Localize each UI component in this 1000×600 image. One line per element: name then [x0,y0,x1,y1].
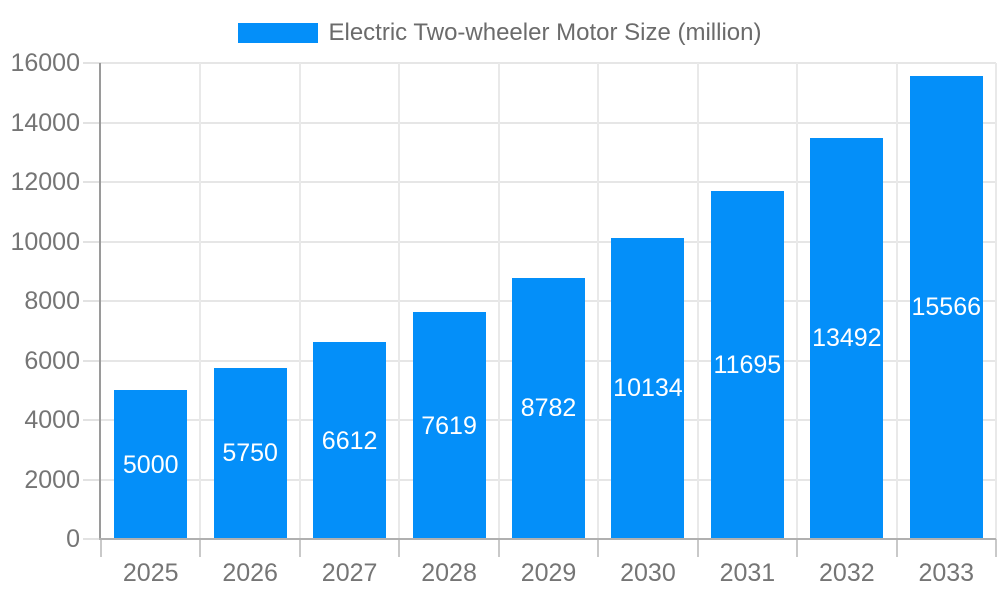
y-axis-tick [83,121,101,124]
x-axis-tick-label: 2029 [520,559,577,587]
x-axis-tick [100,539,102,557]
x-axis-tick-label: 2031 [719,559,776,587]
y-axis-tick [83,300,101,302]
legend-swatch-icon [238,23,319,43]
x-axis-tick [895,539,898,557]
gridline-horizontal [101,240,996,243]
x-axis-line [99,538,996,540]
x-axis-tick-label: 2032 [819,559,875,587]
gridline-vertical [497,63,500,539]
x-axis-tick [597,539,600,557]
bar-value-label: 7619 [421,411,477,440]
bar[interactable] [810,137,884,538]
y-axis-tick [83,240,101,243]
y-axis-tick-label: 0 [66,525,80,553]
gridline-vertical [199,63,202,539]
y-axis-tick-label: 14000 [10,108,80,137]
bar-value-label: 11695 [713,351,782,380]
y-axis-tick-label: 8000 [24,287,80,315]
y-axis-tick-label: 6000 [24,346,80,375]
bar[interactable] [213,367,287,538]
gridline-horizontal [101,121,996,124]
x-axis-tick [199,539,202,557]
y-axis-tick-label: 12000 [10,168,80,196]
bar-value-label: 8782 [520,394,577,423]
bar-value-label: 13492 [812,324,882,353]
x-axis-tick-label: 2025 [122,559,179,587]
bar-value-label: 6612 [321,426,378,455]
y-axis-tick [83,359,101,362]
gridline-vertical [796,63,799,539]
x-axis-tick-label: 2027 [321,559,378,587]
y-axis-tick [83,478,101,481]
y-axis-tick [83,181,101,183]
bar[interactable] [611,237,685,538]
bar[interactable] [710,191,784,538]
x-axis-tick [298,539,301,557]
y-axis-tick-label: 10000 [10,227,80,256]
bar-value-label: 10134 [613,374,683,403]
bar-value-label: 5000 [122,450,179,479]
gridline-vertical [696,63,699,539]
gridline-vertical [298,63,301,539]
bar[interactable] [412,312,486,538]
gridline-horizontal [101,62,996,64]
bar[interactable] [909,75,983,538]
y-axis-tick-label: 2000 [24,465,80,494]
bar-value-label: 15566 [911,293,982,322]
bar-value-label: 5750 [222,439,278,468]
x-axis-tick [497,539,500,557]
y-axis-tick [83,419,101,421]
y-axis-line [99,63,101,539]
gridline-vertical [597,63,600,539]
x-axis-tick [995,539,997,557]
bar[interactable] [114,390,188,538]
gridline-vertical [895,63,898,539]
y-axis-tick [83,538,101,540]
legend[interactable]: Electric Two-wheeler Motor Size (million… [0,17,1000,49]
bar[interactable] [313,342,387,538]
gridline-vertical [995,63,997,539]
bar[interactable] [512,277,585,538]
x-axis-tick [398,539,401,557]
x-axis-tick [796,539,799,557]
x-axis-tick-label: 2030 [620,559,676,587]
x-axis-tick-label: 2033 [918,559,975,587]
legend-label: Electric Two-wheeler Motor Size (million… [328,19,762,46]
gridline-vertical [398,63,401,539]
gridline-horizontal [101,181,996,183]
x-axis-tick-label: 2026 [222,559,278,587]
x-axis-tick [696,539,699,557]
y-axis-tick-label: 16000 [10,49,80,77]
x-axis-tick-label: 2028 [421,559,477,587]
y-axis-tick-label: 4000 [24,406,80,434]
y-axis-tick [83,62,101,64]
